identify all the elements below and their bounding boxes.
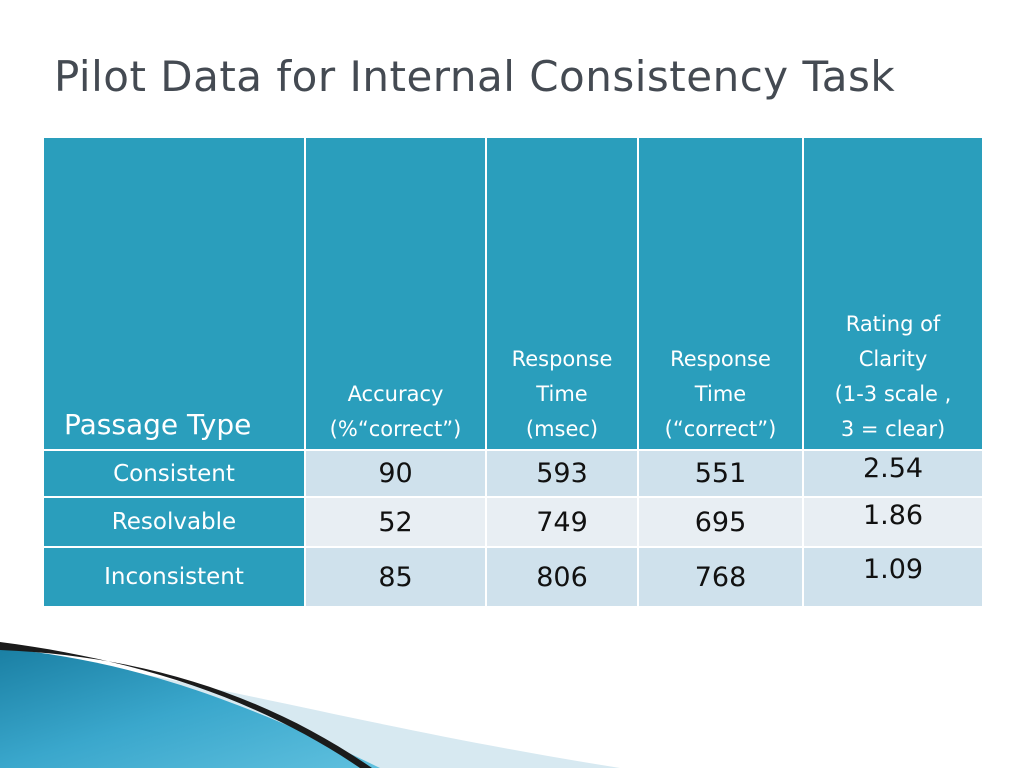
cell-rt-msec: 806 (485, 546, 639, 608)
slide-title: Pilot Data for Internal Consistency Task (54, 52, 896, 101)
header-line: (msec) (525, 417, 599, 441)
header-line: Clarity (858, 347, 928, 371)
cell-accuracy: 85 (304, 546, 487, 608)
cell-rt-correct: 551 (637, 449, 804, 498)
header-line: Time (536, 382, 588, 406)
header-line: Response (670, 347, 771, 371)
header-line: (1-3 scale , (834, 382, 952, 406)
header-line: 3 = clear) (840, 417, 946, 441)
header-line: (“correct”) (664, 417, 777, 441)
header-rating-of-clarity: Rating of Clarity (1-3 scale , 3 = clear… (802, 136, 984, 451)
cell-rt-correct: 695 (637, 496, 804, 548)
row-label: Inconsistent (42, 546, 306, 608)
header-response-time-msec: Response Time (msec) (485, 136, 639, 451)
header-line: Rating of (845, 312, 941, 336)
header-accuracy: Accuracy (%“correct”) (304, 136, 487, 451)
header-line: Time (694, 382, 747, 406)
cell-rating: 1.09 (802, 546, 984, 608)
cell-rt-correct: 768 (637, 546, 804, 608)
row-label: Resolvable (42, 496, 306, 548)
swoosh-blue-band (0, 648, 380, 768)
table-row: Consistent 90 593 551 2.54 (42, 449, 984, 498)
decorative-swoosh (0, 642, 620, 768)
header-response-time-correct: Response Time (“correct”) (637, 136, 804, 451)
header-line: Response (511, 347, 613, 371)
cell-rt-msec: 593 (485, 449, 639, 498)
row-label: Consistent (42, 449, 306, 498)
table-row: Inconsistent 85 806 768 1.09 (42, 546, 984, 608)
cell-accuracy: 52 (304, 496, 487, 548)
header-passage-type: Passage Type (42, 136, 306, 451)
cell-rating: 2.54 (802, 449, 984, 498)
header-line: Accuracy (347, 382, 444, 406)
table-header-row: Passage Type Accuracy (%“correct”) Respo… (42, 136, 984, 451)
header-line: (%“correct”) (329, 417, 462, 441)
data-table: Passage Type Accuracy (%“correct”) Respo… (42, 136, 984, 608)
table-row: Resolvable 52 749 695 1.86 (42, 496, 984, 548)
cell-accuracy: 90 (304, 449, 487, 498)
cell-rating: 1.86 (802, 496, 984, 548)
cell-rt-msec: 749 (485, 496, 639, 548)
